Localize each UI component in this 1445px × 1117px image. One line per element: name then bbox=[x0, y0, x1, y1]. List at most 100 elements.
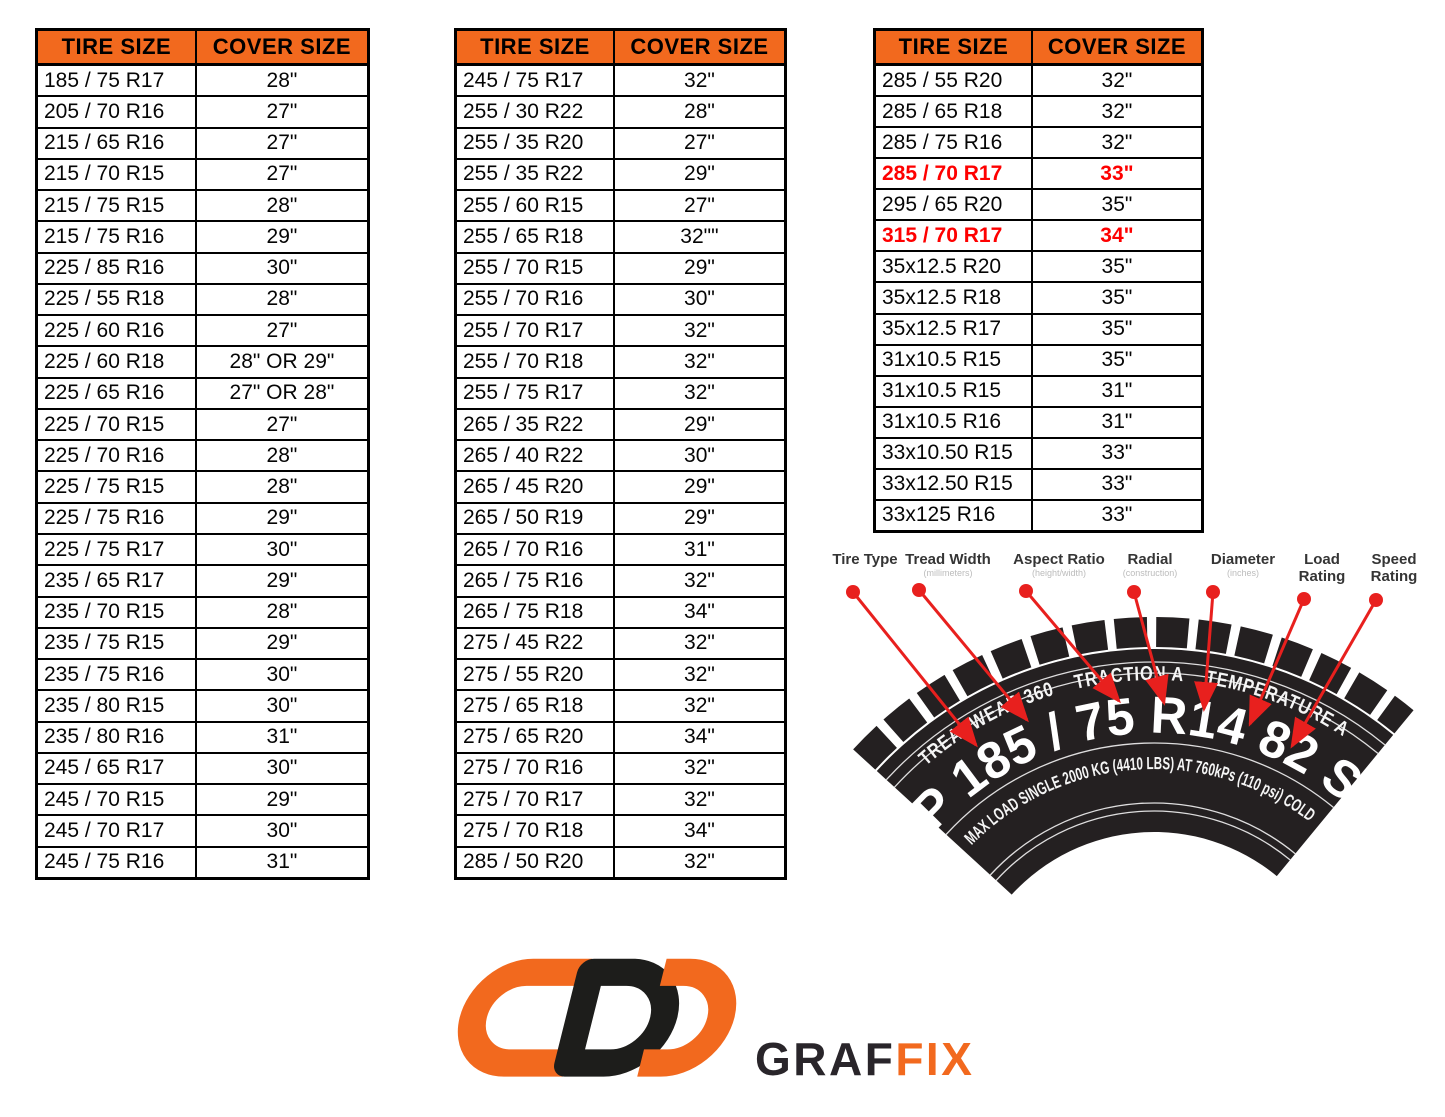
cover-size-cell: 30" bbox=[194, 251, 370, 285]
tire-size-cell: 275 / 65 R18 bbox=[454, 689, 615, 723]
tire-size-cell: 245 / 70 R17 bbox=[35, 814, 197, 848]
table-row: 33x10.50 R15 33" bbox=[873, 436, 1204, 470]
table-row: 215 / 75 R15 28" bbox=[35, 189, 370, 223]
table-row: 285 / 50 R20 32" bbox=[454, 845, 787, 880]
tire-size-cell: 215 / 75 R15 bbox=[35, 189, 197, 223]
table-row: 245 / 75 R17 32" bbox=[454, 63, 787, 98]
cover-size-cell: 30" bbox=[194, 658, 370, 692]
tire-size-cell: 225 / 70 R15 bbox=[35, 407, 197, 442]
tire-size-cell: 33x12.50 R15 bbox=[873, 467, 1033, 501]
cover-size-cell: 29" bbox=[612, 251, 787, 285]
tire-size-cell: 285 / 75 R16 bbox=[873, 126, 1033, 160]
tire-size-cell: 265 / 45 R20 bbox=[454, 470, 615, 504]
tire-size-cell: 245 / 75 R17 bbox=[454, 63, 615, 98]
cover-size-cell: 28" bbox=[194, 63, 370, 98]
column-header: COVER SIZE bbox=[612, 28, 787, 66]
table-row: 315 / 70 R17 34" bbox=[873, 219, 1204, 253]
cover-size-cell: 30" bbox=[194, 689, 370, 723]
tire-size-cell: 255 / 60 R15 bbox=[454, 189, 615, 223]
tire-size-cell: 275 / 70 R17 bbox=[454, 783, 615, 817]
tire-size-cell: 205 / 70 R16 bbox=[35, 95, 197, 129]
tire-size-cell: 225 / 65 R16 bbox=[35, 376, 197, 410]
table-row: 205 / 70 R16 27" bbox=[35, 95, 370, 129]
cover-size-cell: 32" bbox=[612, 376, 787, 410]
cover-size-cell: 29" bbox=[612, 407, 787, 442]
table-row: 235 / 65 R17 29" bbox=[35, 564, 370, 598]
tire-size-cell: 31x10.5 R15 bbox=[873, 343, 1033, 377]
column-header: COVER SIZE bbox=[1030, 28, 1204, 66]
tire-size-cell: 225 / 75 R15 bbox=[35, 470, 197, 504]
table-row: 255 / 70 R18 32" bbox=[454, 345, 787, 379]
table-row: 31x10.5 R15 35" bbox=[873, 343, 1204, 377]
graffix-logo: GRAFFIX bbox=[425, 950, 1005, 1100]
table-row: 275 / 45 R22 32" bbox=[454, 626, 787, 661]
table-row: 225 / 70 R15 27" bbox=[35, 407, 370, 442]
table-row: 225 / 85 R16 30" bbox=[35, 251, 370, 285]
cover-size-cell: 35" bbox=[1030, 188, 1204, 222]
table-row: 275 / 70 R17 32" bbox=[454, 783, 787, 817]
cover-size-cell: 31" bbox=[1030, 405, 1204, 439]
cover-size-cell: 27" bbox=[194, 126, 370, 160]
tire-size-cell: 255 / 35 R20 bbox=[454, 126, 615, 160]
table-row: 275 / 65 R18 32" bbox=[454, 689, 787, 723]
table-row: 255 / 70 R15 29" bbox=[454, 251, 787, 285]
cover-size-cell: 31" bbox=[194, 720, 370, 754]
tire-size-cell: 225 / 55 R18 bbox=[35, 282, 197, 317]
tire-size-cell: 235 / 75 R15 bbox=[35, 626, 197, 661]
table-row: 255 / 35 R20 27" bbox=[454, 126, 787, 160]
table-row: 275 / 70 R16 32" bbox=[454, 751, 787, 786]
label-aspect-ratio: Aspect Ratio (height/width) bbox=[1013, 551, 1105, 578]
tire-size-cell: 33x125 R16 bbox=[873, 498, 1033, 533]
table-row: 245 / 75 R16 31" bbox=[35, 845, 370, 880]
tire-size-cell: 285 / 65 R18 bbox=[873, 95, 1033, 129]
table-row: 295 / 65 R20 35" bbox=[873, 188, 1204, 222]
tire-size-cell: 255 / 70 R15 bbox=[454, 251, 615, 285]
cover-size-cell: 28" bbox=[194, 595, 370, 629]
tire-size-cell: 295 / 65 R20 bbox=[873, 188, 1033, 222]
cover-size-cell: 33" bbox=[1030, 436, 1204, 470]
tire-size-cell: 255 / 65 R18 bbox=[454, 220, 615, 254]
tire-size-cell: 235 / 80 R15 bbox=[35, 689, 197, 723]
tire-size-cell: 245 / 70 R15 bbox=[35, 783, 197, 817]
table-row: 245 / 70 R17 30" bbox=[35, 814, 370, 848]
table-row: 35x12.5 R17 35" bbox=[873, 312, 1204, 346]
cover-size-cell: 32" bbox=[612, 63, 787, 98]
tire-cover-table-3: TIRE SIZE COVER SIZE 285 / 55 R20 32" 285 / … bbox=[873, 28, 1204, 533]
tire-size-cell: 265 / 50 R19 bbox=[454, 501, 615, 535]
column-header: COVER SIZE bbox=[194, 28, 370, 66]
cover-size-cell: 34" bbox=[1030, 219, 1204, 253]
table-row: 245 / 65 R17 30" bbox=[35, 751, 370, 786]
table-row: 255 / 75 R17 32" bbox=[454, 376, 787, 410]
tire-size-cell: 275 / 70 R16 bbox=[454, 751, 615, 786]
cover-size-cell: 29" bbox=[612, 157, 787, 192]
cover-size-cell: 29" bbox=[612, 470, 787, 504]
cover-size-cell: 34" bbox=[612, 720, 787, 754]
column-header: TIRE SIZE bbox=[873, 28, 1033, 66]
tire-size-cell: 255 / 70 R16 bbox=[454, 282, 615, 317]
label-diameter: Diameter (inches) bbox=[1210, 551, 1276, 578]
cover-size-cell: 30" bbox=[194, 751, 370, 786]
tire-size-cell: 275 / 70 R18 bbox=[454, 814, 615, 848]
tire-size-cell: 215 / 70 R15 bbox=[35, 157, 197, 192]
tire-size-cell: 225 / 70 R16 bbox=[35, 439, 197, 473]
table-row: 225 / 75 R15 28" bbox=[35, 470, 370, 504]
tire-size-cell: 285 / 55 R20 bbox=[873, 63, 1033, 98]
table-row: 255 / 30 R22 28" bbox=[454, 95, 787, 129]
tire-sidewall-diagram: Tire Type Tread Width (millimeters) Aspe… bbox=[832, 545, 1445, 965]
logo-wordmark: GRAFFIX bbox=[755, 1036, 974, 1082]
tire-size-cell: 285 / 70 R17 bbox=[873, 157, 1033, 191]
cover-size-cell: 27" bbox=[194, 95, 370, 129]
tire-cover-table-2: TIRE SIZE COVER SIZE 245 / 75 R17 32" 255 / … bbox=[454, 28, 787, 880]
cover-size-cell: 31" bbox=[1030, 374, 1204, 408]
label-tread-width: Tread Width (millimeters) bbox=[905, 551, 991, 578]
cover-size-cell: 28" OR 29" bbox=[194, 345, 370, 379]
cover-size-cell: 29" bbox=[194, 564, 370, 598]
cover-size-cell: 29" bbox=[194, 783, 370, 817]
cover-size-cell: 34" bbox=[612, 814, 787, 848]
tire-size-cell: 35x12.5 R18 bbox=[873, 281, 1033, 315]
cover-size-cell: 30" bbox=[194, 532, 370, 567]
tire-size-cell: 235 / 70 R15 bbox=[35, 595, 197, 629]
cover-size-cell: 32" bbox=[612, 689, 787, 723]
cover-size-cell: 27" bbox=[194, 157, 370, 192]
tire-size-cell: 215 / 75 R16 bbox=[35, 220, 197, 254]
